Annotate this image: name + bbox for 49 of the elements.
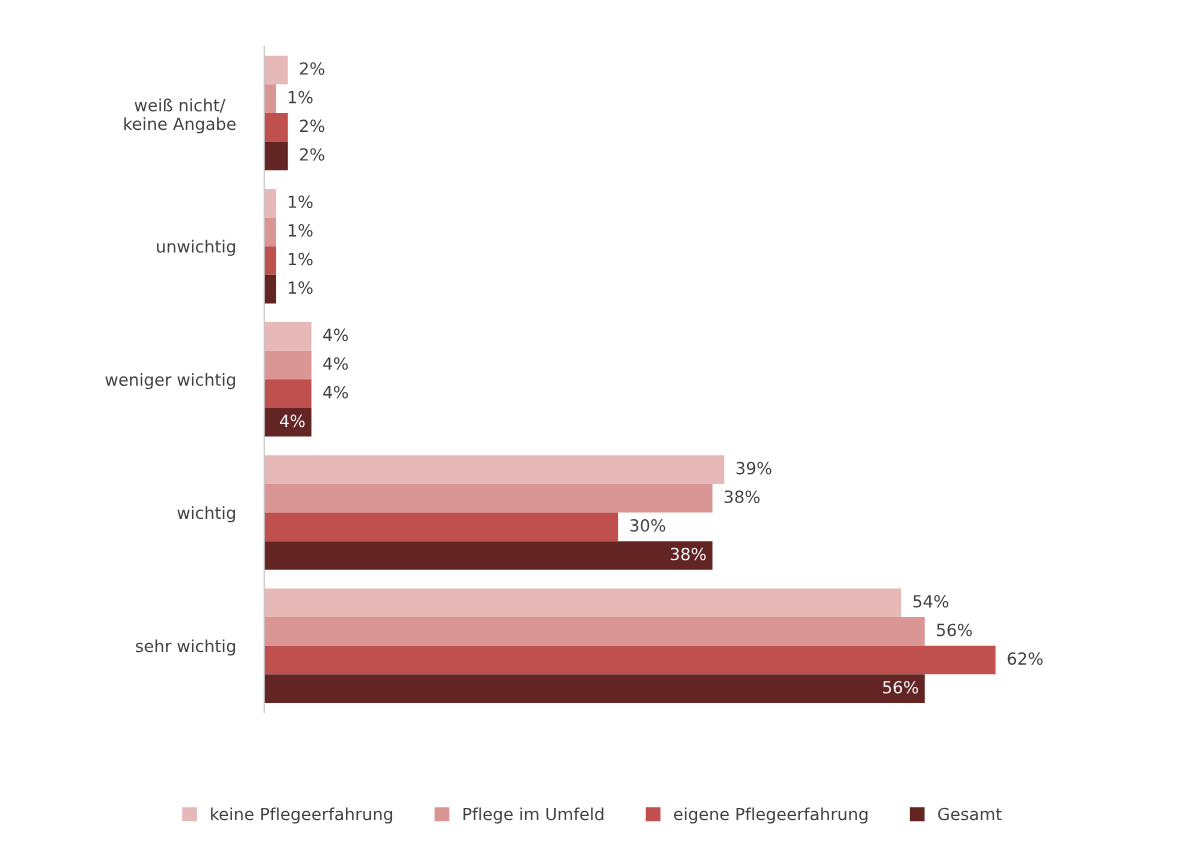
y-tick-label: sehr wichtig [136, 639, 235, 656]
data-label: 1% [288, 252, 313, 266]
bar [264, 274, 277, 304]
data-label: 56% [883, 680, 919, 694]
bar [264, 379, 312, 408]
legend-label: Pflege im Umfeld [463, 807, 604, 824]
data-label: 30% [630, 519, 666, 532]
data-label: 1% [288, 90, 313, 104]
y-tick-label: weniger wichtig [105, 373, 235, 390]
data-label: 54% [913, 595, 949, 608]
bar [264, 112, 288, 142]
data-label: 1% [288, 195, 313, 209]
bar [264, 617, 925, 646]
y-tick-label: unwichtig [157, 239, 235, 256]
data-label: 38% [670, 547, 706, 561]
bar [264, 246, 277, 275]
y-tick-label: wichtig [177, 506, 235, 523]
y-tick-label: weiß nicht/ keine Angabe [124, 98, 236, 134]
bar [264, 141, 288, 171]
data-label: 4% [323, 385, 348, 399]
data-label: 39% [736, 461, 772, 475]
bar [264, 674, 925, 704]
bar [264, 188, 277, 218]
bar [264, 512, 619, 542]
data-label: 2% [300, 119, 325, 133]
data-label: 1% [288, 224, 313, 237]
data-label: 2% [300, 148, 325, 161]
bar [264, 483, 713, 513]
bar [264, 55, 288, 85]
bar [264, 645, 996, 675]
data-label: 62% [1007, 652, 1043, 665]
data-label: 4% [323, 328, 348, 342]
bar [264, 541, 713, 570]
bar [264, 350, 312, 380]
bar [264, 455, 725, 484]
data-label: 1% [288, 281, 313, 294]
legend-label: eigene Pflegeerfahrung [674, 807, 868, 824]
data-label: 4% [323, 357, 348, 370]
data-label: 4% [279, 414, 305, 428]
legend-label: keine Pflegeerfahrung [211, 807, 393, 824]
legend-label: Gesamt [938, 807, 1002, 821]
data-label: 56% [937, 623, 972, 637]
data-label: 2% [300, 62, 325, 75]
bar [264, 407, 312, 437]
bar [264, 322, 312, 351]
bar [264, 217, 277, 247]
bar [264, 588, 902, 618]
data-label: 38% [724, 490, 760, 504]
bar [264, 84, 277, 113]
